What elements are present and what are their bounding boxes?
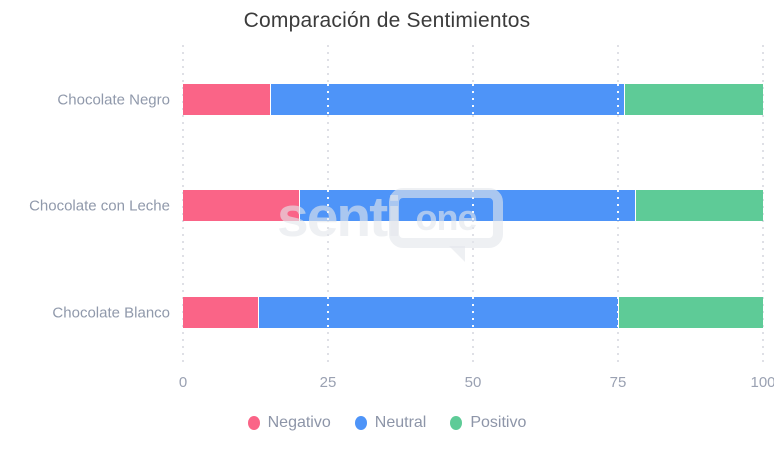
x-tick-label-100: 100: [750, 374, 774, 391]
bar-segment-chocolate-con-leche-neutral[interactable]: [299, 190, 636, 221]
bar-segment-chocolate-blanco-neutral[interactable]: [258, 297, 618, 328]
value-axis: 0 25 50 75 100: [179, 374, 774, 394]
bar-segment-chocolate-con-leche-positivo[interactable]: [635, 190, 763, 221]
gridline-x-100: [762, 45, 764, 367]
bar-segment-chocolate-negro-positivo[interactable]: [623, 84, 763, 115]
legend-dot-positivo-icon: [450, 416, 463, 430]
x-tick-label-75: 75: [609, 374, 627, 391]
chart-title: Comparación de Sentimientos: [243, 9, 531, 32]
legend-dot-negativo-icon: [247, 416, 260, 430]
bar-segment-chocolate-con-leche-negativo[interactable]: [183, 190, 299, 221]
bar-segment-chocolate-negro-negativo[interactable]: [183, 84, 270, 115]
legend-label-positivo: Positivo: [470, 414, 527, 431]
bar-segment-chocolate-blanco-negativo[interactable]: [183, 297, 259, 328]
legend: Negativo Neutral Positivo: [0, 411, 774, 435]
category-label-chocolate-blanco: Chocolate Blanco: [52, 304, 170, 321]
bar-row-chocolate-negro: [183, 84, 763, 115]
legend-dot-neutral-icon: [354, 416, 367, 430]
bar-segment-chocolate-negro-neutral[interactable]: [270, 84, 624, 115]
plot-area: [182, 45, 764, 367]
legend-item-neutral[interactable]: Neutral: [354, 414, 427, 432]
bar-row-chocolate-blanco: [183, 297, 763, 328]
legend-label-neutral: Neutral: [374, 414, 427, 431]
x-tick-label-0: 0: [178, 374, 188, 391]
x-tick-label-25: 25: [319, 374, 337, 391]
x-tick-label-50: 50: [464, 374, 482, 391]
category-label-chocolate-negro: Chocolate Negro: [57, 91, 170, 108]
legend-item-negativo[interactable]: Negativo: [247, 414, 331, 432]
legend-label-negativo: Negativo: [267, 414, 331, 431]
category-label-chocolate-con-leche: Chocolate con Leche: [29, 197, 170, 214]
legend-item-positivo[interactable]: Positivo: [450, 414, 526, 432]
bar-segment-chocolate-blanco-positivo[interactable]: [617, 297, 763, 328]
bar-row-chocolate-con-leche: [183, 190, 763, 221]
